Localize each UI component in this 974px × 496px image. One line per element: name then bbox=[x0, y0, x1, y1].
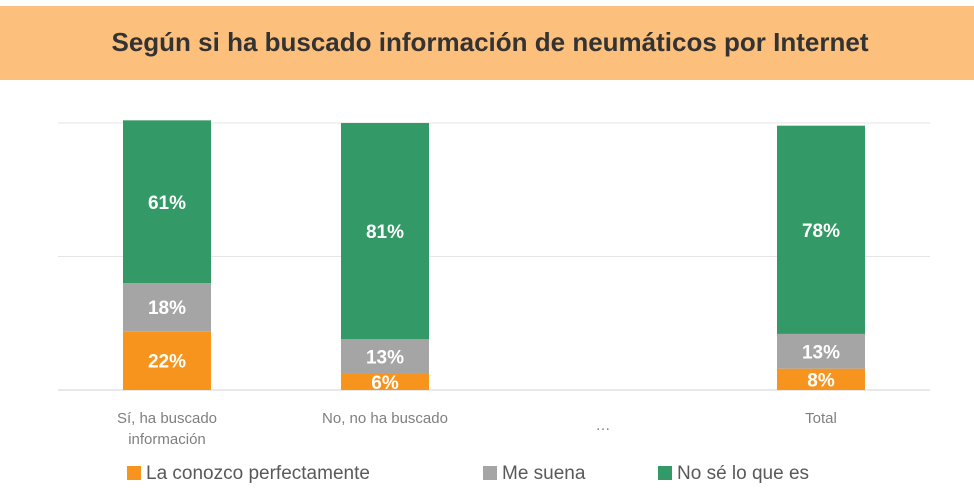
data-label: 18% bbox=[148, 298, 186, 319]
legend-label: No sé lo que es bbox=[677, 463, 809, 484]
bar-segment bbox=[123, 331, 211, 390]
bar-segment bbox=[777, 368, 865, 390]
data-label: 22% bbox=[148, 352, 186, 373]
bar-segment bbox=[341, 123, 429, 340]
data-label: 81% bbox=[366, 222, 404, 243]
bar-segment bbox=[123, 120, 211, 284]
bar-segment bbox=[777, 125, 865, 334]
bar-segment bbox=[123, 283, 211, 332]
x-tick-label: Sí, ha buscado información bbox=[116, 410, 218, 448]
bar-segment bbox=[341, 373, 429, 390]
legend-swatch bbox=[127, 466, 141, 480]
data-label: 78% bbox=[802, 221, 840, 242]
title-banner bbox=[0, 6, 974, 80]
x-tick-label: No, no ha buscado bbox=[322, 410, 448, 427]
data-label: 6% bbox=[371, 373, 399, 394]
x-tick-label: … bbox=[595, 417, 611, 434]
bar-segment bbox=[777, 333, 865, 369]
chart-title: Según si ha buscado información de neumá… bbox=[111, 27, 868, 57]
legend-swatch bbox=[483, 466, 497, 480]
x-tick-label: Total bbox=[805, 410, 837, 427]
data-label: 61% bbox=[148, 193, 186, 214]
data-label: 8% bbox=[807, 370, 835, 391]
data-label: 13% bbox=[802, 342, 840, 363]
bar-segment bbox=[341, 339, 429, 374]
legend-swatch bbox=[658, 466, 672, 480]
legend-label: Me suena bbox=[502, 463, 586, 484]
legend-label: La conozco perfectamente bbox=[146, 463, 370, 484]
data-label: 13% bbox=[366, 348, 404, 369]
